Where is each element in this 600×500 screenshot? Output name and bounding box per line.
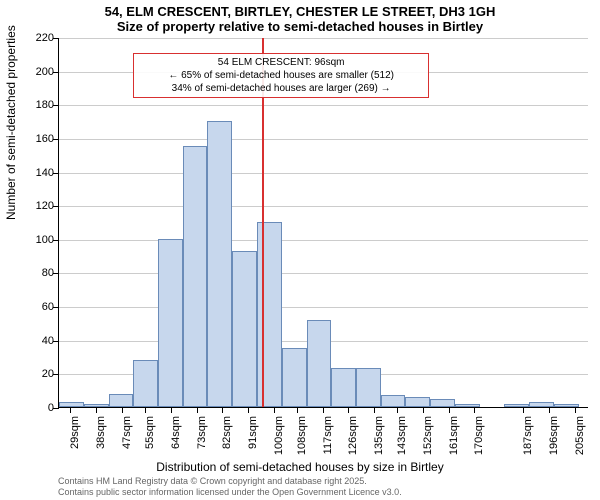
- histogram-bar: [232, 251, 257, 407]
- x-tick: [374, 407, 375, 413]
- histogram-bar: [356, 368, 381, 407]
- histogram-bar: [158, 239, 183, 407]
- gridline: [59, 206, 588, 207]
- y-tick-label: 180: [36, 99, 54, 111]
- histogram-bar: [455, 404, 480, 407]
- y-tick-label: 80: [42, 267, 54, 279]
- x-tick: [96, 407, 97, 413]
- gridline: [59, 38, 588, 39]
- histogram-bar: [207, 121, 232, 407]
- footnote-line1: Contains HM Land Registry data © Crown c…: [58, 476, 402, 487]
- x-tick: [323, 407, 324, 413]
- x-tick: [397, 407, 398, 413]
- y-tick-label: 220: [36, 32, 54, 44]
- x-tick-label: 38sqm: [95, 416, 107, 456]
- chart-plot-area: 54 ELM CRESCENT: 96sqm ← 65% of semi-det…: [58, 38, 588, 408]
- y-axis-label: Number of semi-detached properties: [4, 25, 18, 220]
- histogram-bar: [381, 395, 406, 407]
- x-tick: [171, 407, 172, 413]
- y-tick-label: 40: [42, 335, 54, 347]
- x-tick: [575, 407, 576, 413]
- x-tick: [122, 407, 123, 413]
- x-tick-label: 47sqm: [121, 416, 133, 456]
- x-tick-label: 73sqm: [196, 416, 208, 456]
- annotation-title: 54 ELM CRESCENT: 96sqm: [140, 56, 422, 69]
- x-tick: [248, 407, 249, 413]
- x-tick-label: 187sqm: [522, 416, 534, 456]
- gridline: [59, 273, 588, 274]
- annotation-larger: 34% of semi-detached houses are larger (…: [140, 82, 422, 95]
- x-tick: [523, 407, 524, 413]
- histogram-bar: [405, 397, 430, 407]
- x-tick-label: 205sqm: [574, 416, 586, 456]
- y-tick-label: 0: [48, 402, 54, 414]
- histogram-bar: [109, 394, 134, 407]
- annotation-box: 54 ELM CRESCENT: 96sqm ← 65% of semi-det…: [133, 53, 429, 98]
- y-tick-label: 200: [36, 66, 54, 78]
- x-tick-label: 91sqm: [247, 416, 259, 456]
- y-tick-label: 120: [36, 200, 54, 212]
- histogram-bar: [504, 404, 529, 407]
- x-tick-label: 135sqm: [373, 416, 385, 456]
- x-tick-label: 64sqm: [170, 416, 182, 456]
- x-tick: [197, 407, 198, 413]
- x-tick-label: 108sqm: [296, 416, 308, 456]
- x-tick-label: 29sqm: [69, 416, 81, 456]
- x-tick-label: 117sqm: [322, 416, 334, 456]
- x-tick: [297, 407, 298, 413]
- x-tick-label: 161sqm: [448, 416, 460, 456]
- histogram-bar: [331, 368, 356, 407]
- x-tick-label: 170sqm: [473, 416, 485, 456]
- histogram-bar: [133, 360, 158, 407]
- x-tick: [449, 407, 450, 413]
- gridline: [59, 105, 588, 106]
- x-tick: [474, 407, 475, 413]
- x-tick: [145, 407, 146, 413]
- chart-title-line1: 54, ELM CRESCENT, BIRTLEY, CHESTER LE ST…: [0, 0, 600, 19]
- y-tick-label: 140: [36, 167, 54, 179]
- gridline: [59, 139, 588, 140]
- x-tick: [222, 407, 223, 413]
- y-tick-label: 60: [42, 301, 54, 313]
- x-tick: [274, 407, 275, 413]
- x-tick-label: 82sqm: [221, 416, 233, 456]
- annotation-smaller: ← 65% of semi-detached houses are smalle…: [140, 69, 422, 82]
- x-tick: [70, 407, 71, 413]
- y-tick-label: 20: [42, 368, 54, 380]
- x-tick-label: 100sqm: [273, 416, 285, 456]
- x-tick-label: 196sqm: [548, 416, 560, 456]
- x-tick: [348, 407, 349, 413]
- x-tick-label: 143sqm: [396, 416, 408, 456]
- y-tick-label: 100: [36, 234, 54, 246]
- histogram-bar: [257, 222, 282, 407]
- x-tick: [423, 407, 424, 413]
- gridline: [59, 307, 588, 308]
- histogram-bar: [430, 399, 455, 407]
- x-axis-label: Distribution of semi-detached houses by …: [0, 460, 600, 474]
- histogram-bar: [307, 320, 332, 407]
- x-tick-label: 55sqm: [144, 416, 156, 456]
- x-tick-label: 126sqm: [347, 416, 359, 456]
- y-tick-label: 160: [36, 133, 54, 145]
- histogram-bar: [183, 146, 208, 407]
- gridline: [59, 173, 588, 174]
- gridline: [59, 240, 588, 241]
- x-tick-label: 152sqm: [422, 416, 434, 456]
- footnote: Contains HM Land Registry data © Crown c…: [58, 476, 402, 498]
- footnote-line2: Contains public sector information licen…: [58, 487, 402, 498]
- chart-title-line2: Size of property relative to semi-detach…: [0, 19, 600, 36]
- x-tick: [549, 407, 550, 413]
- histogram-bar: [282, 348, 307, 407]
- histogram-bar: [529, 402, 554, 407]
